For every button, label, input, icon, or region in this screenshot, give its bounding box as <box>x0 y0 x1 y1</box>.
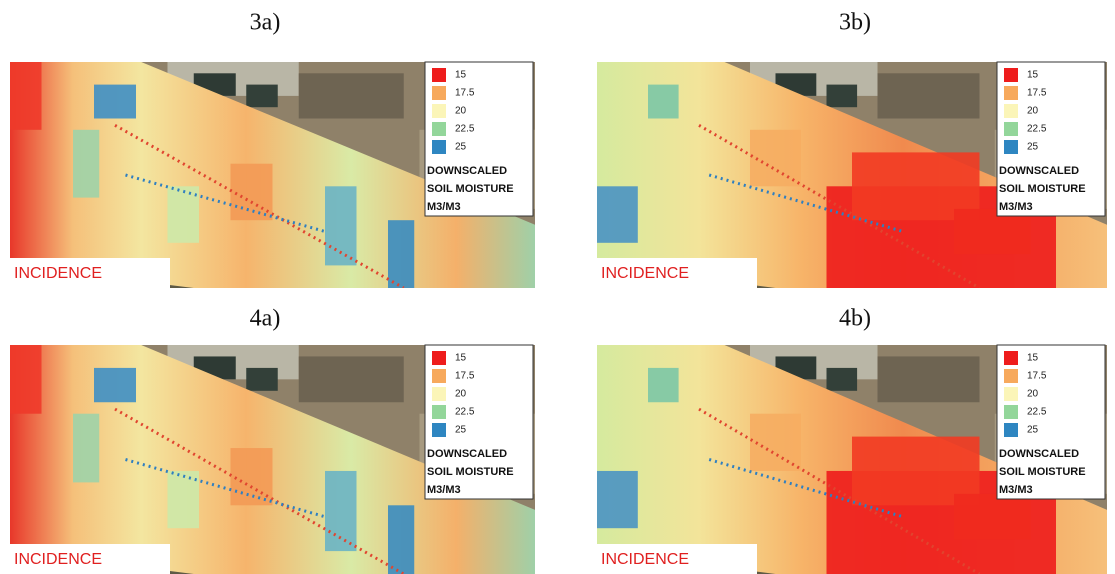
field-patch <box>94 85 136 119</box>
legend-title: SOIL MOISTURE <box>999 183 1086 195</box>
corner-label: INCIDENCE <box>14 551 102 568</box>
corner-label: INCIDENCE <box>601 551 689 568</box>
legend-swatch <box>432 387 446 401</box>
legend-swatch <box>1004 122 1018 136</box>
legend-swatch <box>432 104 446 118</box>
terrain <box>299 356 404 402</box>
legend-title: M3/M3 <box>999 484 1033 496</box>
legend-value: 15 <box>1027 70 1039 81</box>
legend-title: M3/M3 <box>427 484 461 496</box>
field-patch <box>73 414 99 483</box>
legend-value: 22.5 <box>455 407 475 418</box>
legend-value: 17.5 <box>1027 88 1047 99</box>
field-patch <box>10 345 42 414</box>
legend-value: 22.5 <box>1027 407 1047 418</box>
panel-label: 3a) <box>250 10 281 36</box>
legend-title: SOIL MOISTURE <box>427 466 514 478</box>
legend-swatch <box>432 140 446 154</box>
terrain <box>827 368 858 391</box>
field-patch <box>73 130 99 198</box>
legend-swatch <box>432 68 446 82</box>
legend-value: 15 <box>455 70 467 81</box>
field-patch <box>325 471 357 551</box>
field-patch <box>648 85 679 119</box>
legend-swatch <box>432 423 446 437</box>
legend-value: 15 <box>455 353 467 364</box>
legend-swatch <box>432 122 446 136</box>
legend-swatch <box>432 351 446 365</box>
legend-swatch <box>1004 140 1018 154</box>
legend-value: 17.5 <box>455 371 475 382</box>
field-patch <box>168 471 200 528</box>
field-patch <box>388 220 414 288</box>
field-patch <box>954 494 1031 540</box>
field-patch <box>648 368 679 402</box>
corner-label: INCIDENCE <box>601 265 689 282</box>
legend-value: 25 <box>1027 425 1039 436</box>
field-patch <box>388 505 414 574</box>
terrain <box>246 85 278 108</box>
panel-label: 4a) <box>250 306 281 332</box>
legend-value: 15 <box>1027 353 1039 364</box>
legend-swatch <box>432 405 446 419</box>
field-patch <box>597 186 638 243</box>
legend-title: SOIL MOISTURE <box>427 183 514 195</box>
legend-swatch <box>1004 86 1018 100</box>
legend-swatch <box>1004 351 1018 365</box>
terrain <box>299 73 404 118</box>
legend-value: 17.5 <box>1027 371 1047 382</box>
legend-value: 20 <box>1027 389 1039 400</box>
legend-swatch <box>1004 405 1018 419</box>
legend-swatch <box>1004 68 1018 82</box>
legend-value: 17.5 <box>455 88 475 99</box>
legend-value: 25 <box>455 142 467 153</box>
legend-value: 25 <box>455 425 467 436</box>
field-patch <box>94 368 136 402</box>
legend-swatch <box>432 86 446 100</box>
legend-swatch <box>1004 104 1018 118</box>
panel-label: 4b) <box>839 306 871 332</box>
figure: 3a) 15 17.5 20 22.5 25 DOWNSCALED SOIL MOISTURE… <box>0 0 1115 574</box>
terrain <box>246 368 278 391</box>
field-patch <box>168 186 200 243</box>
legend-value: 22.5 <box>1027 124 1047 135</box>
legend-title: DOWNSCALED <box>427 165 507 177</box>
legend-value: 20 <box>1027 106 1039 117</box>
legend-title: DOWNSCALED <box>999 165 1079 177</box>
legend-value: 20 <box>455 106 467 117</box>
legend-swatch <box>1004 369 1018 383</box>
legend-swatch <box>1004 423 1018 437</box>
corner-label: INCIDENCE <box>14 265 102 282</box>
legend-title: SOIL MOISTURE <box>999 466 1086 478</box>
legend-title: DOWNSCALED <box>999 448 1079 460</box>
terrain <box>878 356 980 402</box>
legend-title: M3/M3 <box>427 201 461 213</box>
legend-swatch <box>432 369 446 383</box>
terrain <box>878 73 980 118</box>
field-patch <box>10 62 42 130</box>
legend-title: DOWNSCALED <box>427 448 507 460</box>
legend-swatch <box>1004 387 1018 401</box>
legend-value: 20 <box>455 389 467 400</box>
legend-value: 22.5 <box>455 124 475 135</box>
terrain <box>827 85 858 108</box>
legend-value: 25 <box>1027 142 1039 153</box>
field-patch <box>597 471 638 528</box>
panel-label: 3b) <box>839 10 871 36</box>
legend-title: M3/M3 <box>999 201 1033 213</box>
